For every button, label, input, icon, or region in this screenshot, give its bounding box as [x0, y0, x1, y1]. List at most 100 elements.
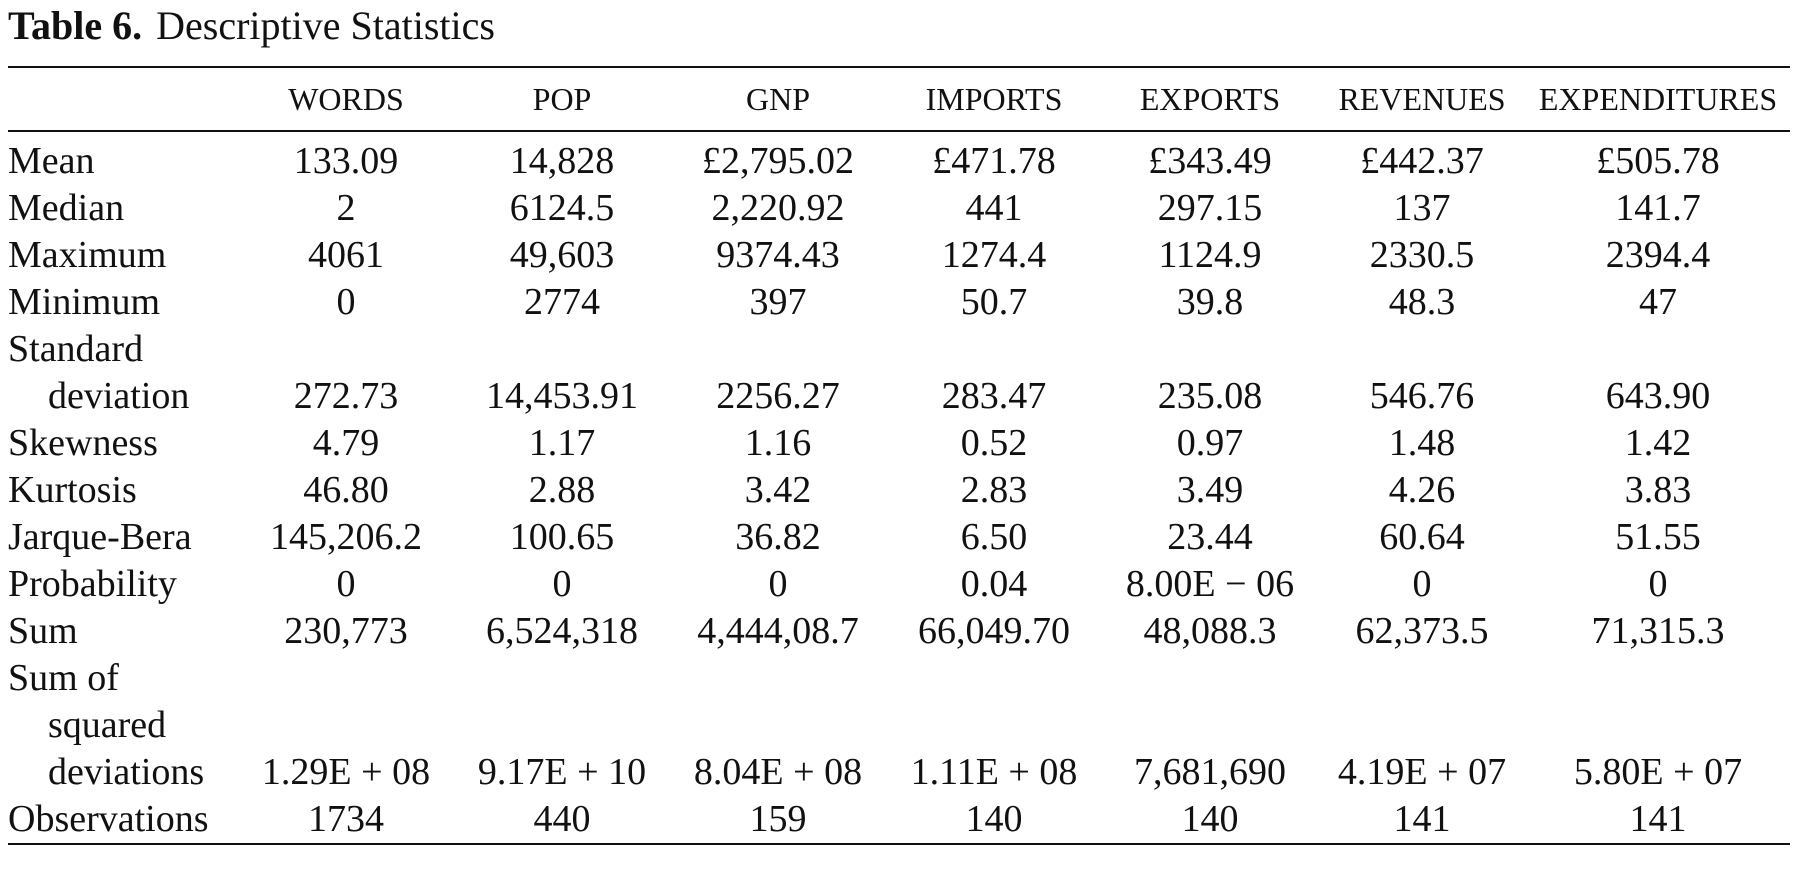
cell-exports: 48,088.3: [1143, 610, 1277, 652]
cell-imports: 1274.4: [941, 234, 1047, 276]
table-row: Minimum 0 2774 397 50.7 39.8 48.3 47: [8, 279, 1790, 326]
cell-pop: 2774: [524, 281, 600, 323]
cell-exports: 23.44: [1167, 516, 1253, 558]
cell-revenues: 4.19E + 07: [1337, 751, 1507, 793]
row-label: Probability: [8, 561, 238, 608]
cell-exports: 1124.9: [1158, 234, 1262, 276]
cell-imports: 283.47: [941, 375, 1047, 417]
cell-gnp: 159: [749, 798, 807, 840]
cell-gnp: 1.16: [744, 422, 812, 464]
cell-words: 1.29E + 08: [261, 751, 431, 793]
cell-exports: 7,681,690: [1134, 751, 1286, 793]
table-caption: Table 6. Descriptive Statistics: [8, 2, 495, 50]
cell-imports: 441: [965, 187, 1023, 229]
descriptive-statistics-table: WORDS POP GNP IMPORTS EXPORTS REVENUES E…: [8, 66, 1790, 845]
row-label: Observations: [8, 796, 238, 844]
row-label: Sum of squared deviations: [8, 655, 238, 796]
cell-words: 145,206.2: [270, 516, 422, 558]
table-header: WORDS POP GNP IMPORTS EXPORTS REVENUES E…: [8, 67, 1790, 131]
cell-exports: 140: [1181, 798, 1239, 840]
row-label: Minimum: [8, 279, 238, 326]
cell-pop: 440: [533, 798, 591, 840]
cell-expenditures: 0: [1648, 563, 1668, 605]
cell-words: 4.79: [312, 422, 380, 464]
header-cell-words: WORDS: [288, 80, 404, 117]
cell-exports: 0.97: [1176, 422, 1244, 464]
cell-pop: 14,453.91: [486, 375, 638, 417]
cell-imports: 1.11E + 08: [910, 751, 1078, 793]
row-label: Kurtosis: [8, 467, 238, 514]
row-label-line: Minimum: [8, 281, 161, 323]
table-row: Median 2 6124.5 2,220.92 441 297.15 137 141.7: [8, 185, 1790, 232]
cell-revenues: 4.26: [1388, 469, 1456, 511]
cell-gnp: 0: [768, 563, 788, 605]
table-row: Skewness 4.79 1.17 1.16 0.52 0.97 1.48 1.42: [8, 420, 1790, 467]
cell-gnp: 9374.43: [716, 234, 840, 276]
cell-expenditures: 2394.4: [1605, 234, 1711, 276]
table-row: Standard deviation 272.73 14,453.91 2256.27 2…: [8, 326, 1790, 420]
row-label-line: Probability: [8, 563, 177, 605]
cell-words: 0: [336, 563, 356, 605]
cell-imports: 2.83: [960, 469, 1028, 511]
cell-imports: £471.78: [932, 140, 1056, 182]
cell-pop: 2.88: [528, 469, 596, 511]
cell-expenditures: 47: [1639, 281, 1677, 323]
cell-gnp: £2,795.02: [702, 140, 854, 182]
row-label-line: Sum of: [8, 657, 119, 699]
cell-revenues: 62,373.5: [1355, 610, 1489, 652]
table-row: Jarque-Bera 145,206.2 100.65 36.82 6.50 23.44…: [8, 514, 1790, 561]
row-label-line: Skewness: [8, 422, 158, 464]
cell-words: 133.09: [293, 140, 399, 182]
cell-pop: 6124.5: [509, 187, 615, 229]
cell-expenditures: £505.78: [1596, 140, 1720, 182]
cell-pop: 100.65: [509, 516, 615, 558]
header-row: WORDS POP GNP IMPORTS EXPORTS REVENUES E…: [8, 67, 1790, 131]
cell-pop: 6,524,318: [486, 610, 638, 652]
cell-imports: 0.52: [960, 422, 1028, 464]
row-label-line: Maximum: [8, 234, 167, 276]
cell-words: 230,773: [284, 610, 408, 652]
row-label-line: Jarque-Bera: [8, 516, 192, 558]
cell-expenditures: 643.90: [1605, 375, 1711, 417]
cell-words: 272.73: [293, 375, 399, 417]
header-cell-gnp: GNP: [745, 80, 810, 117]
cell-words: 4061: [308, 234, 384, 276]
table-row: Kurtosis 46.80 2.88 3.42 2.83 3.49 4.26 3.83: [8, 467, 1790, 514]
cell-exports: £343.49: [1148, 140, 1272, 182]
header-cell-imports: IMPORTS: [925, 80, 1063, 117]
cell-revenues: 60.64: [1379, 516, 1465, 558]
row-label: Sum: [8, 608, 238, 655]
cell-words: 46.80: [303, 469, 389, 511]
cell-imports: 6.50: [960, 516, 1028, 558]
row-label-line: squared: [48, 704, 167, 746]
header-cell-stub: [8, 67, 238, 131]
table-row: Sum 230,773 6,524,318 4,444,08.7 66,049.70 48…: [8, 608, 1790, 655]
cell-revenues: £442.37: [1360, 140, 1484, 182]
row-label-line: Kurtosis: [8, 469, 137, 511]
cell-imports: 50.7: [960, 281, 1028, 323]
row-label-line: deviations: [48, 751, 205, 793]
row-label: Maximum: [8, 232, 238, 279]
cell-exports: 3.49: [1176, 469, 1244, 511]
cell-gnp: 397: [749, 281, 807, 323]
cell-expenditures: 3.83: [1624, 469, 1692, 511]
cell-revenues: 0: [1412, 563, 1432, 605]
table-body: Mean 133.09 14,828 £2,795.02 £471.78 £343.49 £…: [8, 131, 1790, 844]
row-label-line: deviation: [48, 375, 190, 417]
row-label: Mean: [8, 131, 238, 185]
table-row: Mean 133.09 14,828 £2,795.02 £471.78 £343.49 £…: [8, 131, 1790, 185]
cell-revenues: 137: [1393, 187, 1451, 229]
cell-expenditures: 5.80E + 07: [1573, 751, 1743, 793]
table-number: Table 6.: [8, 3, 143, 48]
cell-revenues: 2330.5: [1369, 234, 1475, 276]
cell-expenditures: 141: [1629, 798, 1687, 840]
header-cell-pop: POP: [532, 80, 592, 117]
cell-words: 0: [336, 281, 356, 323]
cell-expenditures: 71,315.3: [1591, 610, 1725, 652]
cell-gnp: 8.04E + 08: [693, 751, 863, 793]
cell-words: 2: [336, 187, 356, 229]
table-title: Descriptive Statistics: [156, 3, 495, 48]
table-row: Observations 1734 440 159 140 140 141 141: [8, 796, 1790, 844]
row-label-line: Median: [8, 187, 125, 229]
header-cell-expenditures: EXPENDITURES: [1538, 80, 1778, 117]
